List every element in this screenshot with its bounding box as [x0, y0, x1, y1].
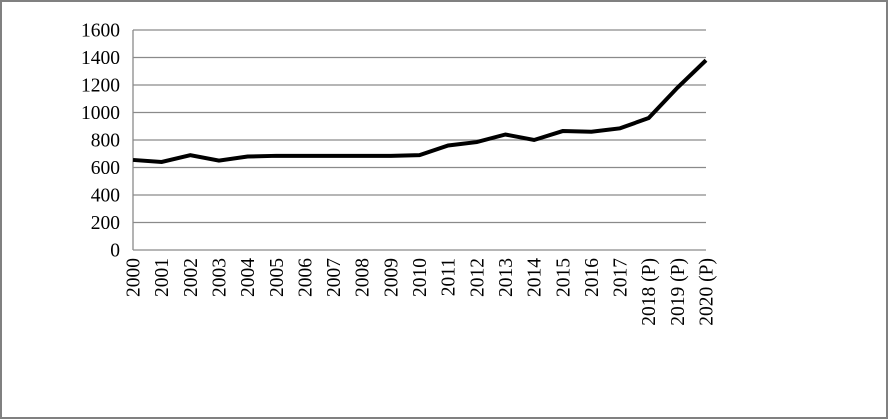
x-tick-label: 2011 [439, 258, 460, 296]
x-axis-tick-labels: 2000 2001 2002 2003 2004 2005 2006 2007 2008 2009… [124, 258, 718, 326]
x-tick-label: 2015 [553, 258, 574, 297]
x-tick-label: 2012 [467, 258, 488, 297]
y-tick-label: 1600 [81, 21, 120, 42]
x-tick-label: 2016 [582, 258, 603, 297]
y-tick-label: 800 [91, 131, 120, 152]
x-tick-label: 2006 [295, 258, 316, 297]
x-tick-label: 2018 (P) [639, 258, 660, 326]
x-tick-label: 2020 (P) [697, 258, 718, 326]
x-tick-label: 2009 [381, 258, 402, 297]
x-tick-label: 2017 [611, 258, 632, 297]
data-series-line [132, 58, 708, 165]
x-tick-label: 2010 [410, 258, 431, 297]
x-tick-label: 2019 (P) [668, 258, 689, 326]
y-tick-label: 1200 [81, 76, 120, 97]
y-tick-label: 1000 [81, 103, 120, 124]
x-tick-label: 2002 [181, 258, 202, 297]
x-tick-label: 2001 [152, 258, 173, 297]
y-tick-label: 0 [110, 241, 120, 262]
x-tick-label: 2003 [209, 258, 230, 297]
gridlines [133, 29, 706, 251]
x-tick-label: 2014 [525, 258, 546, 297]
y-axis-tick-labels: 0 200 400 600 800 1000 1200 1400 1600 [81, 21, 120, 262]
x-tick-label: 2005 [267, 258, 288, 297]
y-tick-label: 200 [91, 213, 120, 234]
y-tick-label: 1400 [81, 48, 120, 69]
y-tick-label: 400 [91, 186, 120, 207]
x-tick-label: 2004 [238, 258, 259, 297]
x-tick-label: 2013 [496, 258, 517, 297]
x-tick-label: 2008 [353, 258, 374, 297]
y-tick-label: 600 [91, 158, 120, 179]
x-tick-label: 2000 [124, 258, 145, 297]
x-tick-label: 2007 [324, 258, 345, 297]
